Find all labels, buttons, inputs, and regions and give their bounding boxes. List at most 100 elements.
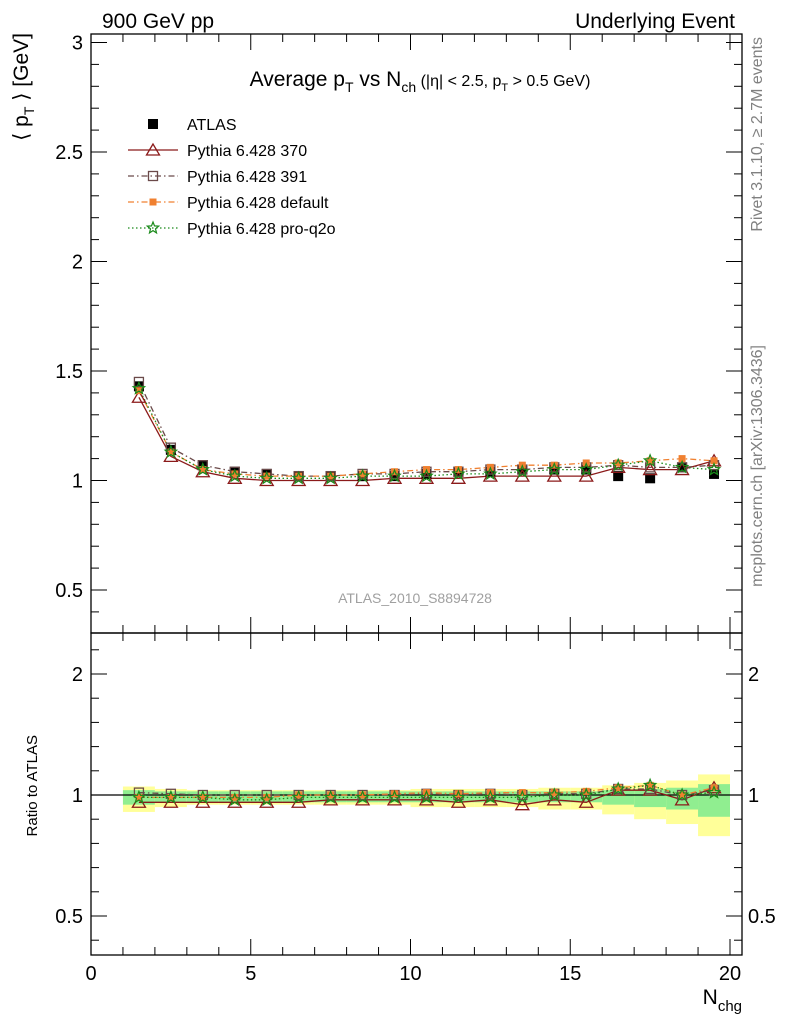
main-plot: 0.511.522.53 Average pT vs Nch (|η| < 2.… — [10, 33, 743, 634]
pdefault-line — [138, 390, 715, 477]
ratio-plot-frame — [90, 632, 743, 956]
pproq2o-ratio-point — [131, 789, 147, 804]
y-tick-label: 3 — [72, 33, 83, 55]
xlabel-sub: chg — [718, 998, 742, 1015]
title-sub3: T — [501, 82, 508, 94]
pdefault-point — [710, 457, 718, 465]
pdefault-ratio-point — [135, 793, 143, 801]
band-inner — [506, 791, 539, 803]
y-tick-label: 1 — [72, 471, 83, 493]
pdefault-ratio-point — [231, 793, 239, 801]
x-tick-label: 5 — [245, 963, 256, 985]
pproq2o-point — [419, 468, 434, 483]
pdefault-ratio-point — [199, 793, 207, 801]
pproq2o-ratio-point — [163, 789, 179, 804]
pdefault-ratio-point — [263, 793, 271, 801]
legend-label: Pythia 6.428 370 — [187, 143, 307, 160]
rivet-label: Rivet 3.1.10, ≥ 2.7M events — [749, 37, 766, 232]
atlas-point — [389, 471, 400, 482]
mcplots-label: mcplots.cern.ch [arXiv:1306.3436] — [749, 345, 766, 587]
pproq2o-ratio-point — [642, 777, 658, 792]
main-y-label: ⟨ pT ⟩ [GeV] — [10, 33, 37, 141]
pproq2o-ratio-point — [515, 789, 530, 804]
pdefault-ratio-point — [582, 787, 590, 795]
pdefault-point — [678, 455, 686, 463]
pproq2o-point — [578, 462, 594, 476]
main-x-ticks — [90, 34, 731, 633]
pdefault-ratio-point — [295, 791, 303, 799]
analysis-label: ATLAS_2010_S8894728 — [338, 590, 492, 606]
pdefault-point — [231, 470, 239, 478]
pproq2o-point — [642, 453, 658, 467]
pproq2o-point — [547, 462, 562, 476]
p370-ratio-point — [514, 797, 530, 811]
pdefault-point — [646, 457, 654, 465]
band-inner — [474, 791, 507, 803]
x-tick-label: 20 — [719, 963, 741, 985]
pdefault-ratio-point — [678, 791, 686, 799]
legend-marker — [145, 142, 161, 156]
pproq2o-ratio-point — [387, 789, 402, 804]
y-tick-label: 0.5 — [55, 580, 83, 602]
pdefault-point — [199, 466, 207, 474]
legend: ATLAS Pythia 6.428 370 Pythia 6.428 391 Pyt… — [128, 117, 336, 238]
pdefault-point — [454, 466, 462, 474]
pdefault-point — [295, 472, 303, 480]
pproq2o-ratio-point — [483, 789, 498, 804]
p370-point — [642, 462, 658, 476]
pproq2o-point — [674, 459, 690, 474]
ratio-y-tick-label-right: 2 — [748, 664, 759, 686]
pdefault-ratio-point — [614, 784, 622, 792]
header-right: Underlying Event — [575, 10, 735, 33]
legend-label: Pythia 6.428 pro-q2o — [187, 221, 336, 238]
main-series — [131, 376, 722, 487]
ratio-y-tick-label: 1 — [72, 785, 83, 807]
pproq2o-point — [227, 468, 243, 483]
p391-point — [133, 376, 145, 388]
pdefault-ratio-point — [327, 791, 335, 799]
pproq2o-point — [706, 462, 722, 476]
pproq2o-point — [291, 470, 306, 485]
pdefault-ratio-point — [454, 790, 462, 798]
pproq2o-point — [483, 466, 498, 481]
y-tick-label: 2 — [72, 252, 83, 274]
pproq2o-point — [259, 470, 274, 485]
pdefault-ratio-point — [391, 790, 399, 798]
ratio-series — [131, 777, 722, 811]
pproq2o-point — [515, 464, 530, 478]
pdefault-point — [167, 448, 175, 456]
title-cuts-a: (|η| < 2.5, p — [416, 73, 501, 90]
pproq2o-ratio-point — [355, 789, 370, 804]
pproq2o-point — [163, 444, 179, 459]
x-axis-label: Nchg — [703, 986, 742, 1015]
atlas-point — [421, 468, 432, 479]
pdefault-ratio-point — [550, 789, 558, 797]
pproq2o-ratio-point — [323, 789, 338, 804]
x-tick-label: 15 — [559, 963, 581, 985]
pproq2o-point — [610, 457, 626, 472]
legend-label: Pythia 6.428 391 — [187, 169, 307, 186]
ratio-y-label: Ratio to ATLAS — [24, 735, 41, 836]
ratio-y-tick-label-right: 0.5 — [748, 906, 776, 928]
ratio-y-tick-label: 0.5 — [55, 906, 83, 928]
band-inner — [410, 791, 443, 803]
ratio-y-axis: 0.5 0.5 1 1 2 2 — [55, 649, 776, 941]
pproq2o-ratio-point — [578, 787, 594, 802]
band-inner — [538, 791, 571, 803]
atlas-point — [485, 466, 496, 477]
atlas-point — [677, 462, 688, 473]
ylabel-b: ⟩ [GeV] — [10, 33, 33, 107]
pproq2o-ratio-point — [610, 781, 626, 796]
title-vs: vs N — [354, 68, 402, 91]
pproq2o-ratio-point — [227, 792, 243, 807]
atlas-point — [613, 471, 624, 482]
pproq2o-point — [195, 462, 211, 476]
x-tick-label: 10 — [399, 963, 421, 985]
title-sub2: ch — [401, 79, 416, 95]
ratio-x-axis: 0 5 10 15 20 — [85, 633, 741, 985]
pdefault-ratio-point — [359, 791, 367, 799]
pproq2o-point — [323, 470, 338, 485]
ratio-y-tick-label-right: 1 — [748, 785, 759, 807]
p370-ratio-point — [578, 794, 594, 808]
